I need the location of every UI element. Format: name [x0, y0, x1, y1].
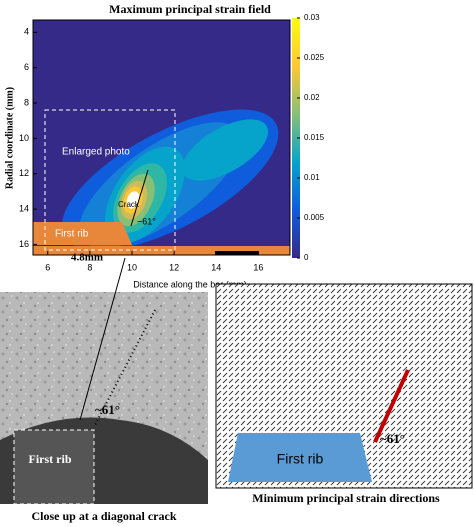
y-tick-label: 4 [24, 27, 29, 37]
y-tick-label: 10 [19, 133, 29, 143]
y-tick-label: 8 [24, 97, 29, 107]
y-tick-label: 16 [19, 239, 29, 249]
colorbar [292, 18, 300, 258]
contour-field [33, 20, 290, 255]
x-tick-label: 10 [127, 262, 137, 272]
direction-panel [215, 283, 473, 489]
plot-frame [32, 19, 291, 256]
photo-panel [0, 257, 208, 505]
x-tick-label: 16 [253, 262, 263, 272]
annotation: First rib [277, 451, 324, 467]
x-axis-label: Distance along the bar (mm) [133, 279, 247, 289]
colorbar-tick-label: 0.015 [304, 133, 325, 142]
colorbar-tick-label: 0.01 [304, 173, 320, 182]
colorbar-tick-label: 0.03 [304, 13, 320, 22]
y-tick-label: 12 [19, 168, 29, 178]
colorbar-tick-label: 0.025 [304, 53, 325, 62]
x-tick-label: 6 [45, 262, 50, 272]
caption: Close up at a diagonal crack [31, 509, 176, 523]
annotation: ~61° [137, 216, 156, 226]
annotation: First rib [55, 229, 89, 240]
y-tick-label: 6 [24, 62, 29, 72]
colorbar-tick-label: 0.005 [304, 213, 325, 222]
annotation: 1.5 mm [24, 225, 34, 255]
y-axis-label: Radial coordinate (mm) [4, 87, 15, 189]
colorbar-tick-label: 0 [304, 253, 309, 262]
annotation: ~61° [380, 431, 405, 446]
y-tick-label: 14 [19, 203, 29, 213]
x-tick-label: 12 [169, 262, 179, 272]
annotation: Enlarged photo [62, 147, 130, 158]
annotation: ~61° [95, 402, 120, 417]
annotation: Crack [118, 200, 140, 209]
colorbar-tick-label: 0.02 [304, 93, 320, 102]
x-tick-label: 14 [211, 262, 221, 272]
annotation: First rib [29, 452, 72, 466]
caption: Minimum principal strain directions [252, 491, 440, 505]
chart-title: Maximum principal strain field [109, 2, 271, 16]
x-tick-label: 8 [87, 262, 92, 272]
